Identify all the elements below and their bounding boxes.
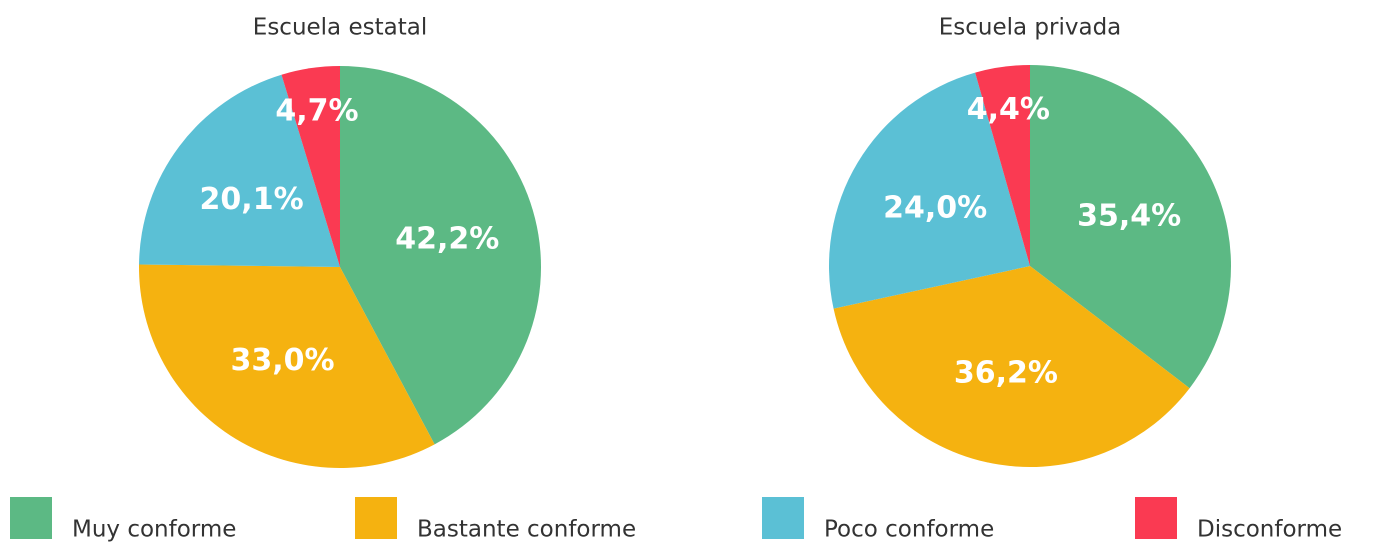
value-label: 4,7% — [275, 93, 358, 128]
chart-title: Escuela privada — [939, 15, 1122, 41]
value-label: 20,1% — [200, 182, 304, 217]
legend-swatch — [1135, 497, 1177, 539]
pie-slice — [975, 65, 1030, 266]
pie-slice — [281, 66, 340, 267]
chart-title: Escuela estatal — [253, 15, 427, 41]
legend-label: Disconforme — [1197, 517, 1342, 543]
value-label: 33,0% — [230, 343, 334, 378]
legend-label: Muy conforme — [72, 517, 236, 543]
pie-slice — [139, 264, 435, 468]
legend-swatch — [355, 497, 397, 539]
value-label: 35,4% — [1077, 199, 1181, 234]
pie-slice — [833, 266, 1190, 467]
legend-label: Bastante conforme — [417, 517, 636, 543]
legend-label: Poco conforme — [824, 517, 994, 543]
legend-swatch — [10, 497, 52, 539]
legend-swatch — [762, 497, 804, 539]
pie-slice — [1030, 65, 1231, 389]
pie-slice — [340, 66, 541, 445]
value-label: 36,2% — [954, 355, 1058, 390]
value-label: 24,0% — [883, 191, 987, 226]
pie-slice — [829, 72, 1030, 309]
value-label: 4,4% — [967, 92, 1050, 127]
value-label: 42,2% — [395, 222, 499, 257]
pie-slice — [139, 74, 340, 268]
